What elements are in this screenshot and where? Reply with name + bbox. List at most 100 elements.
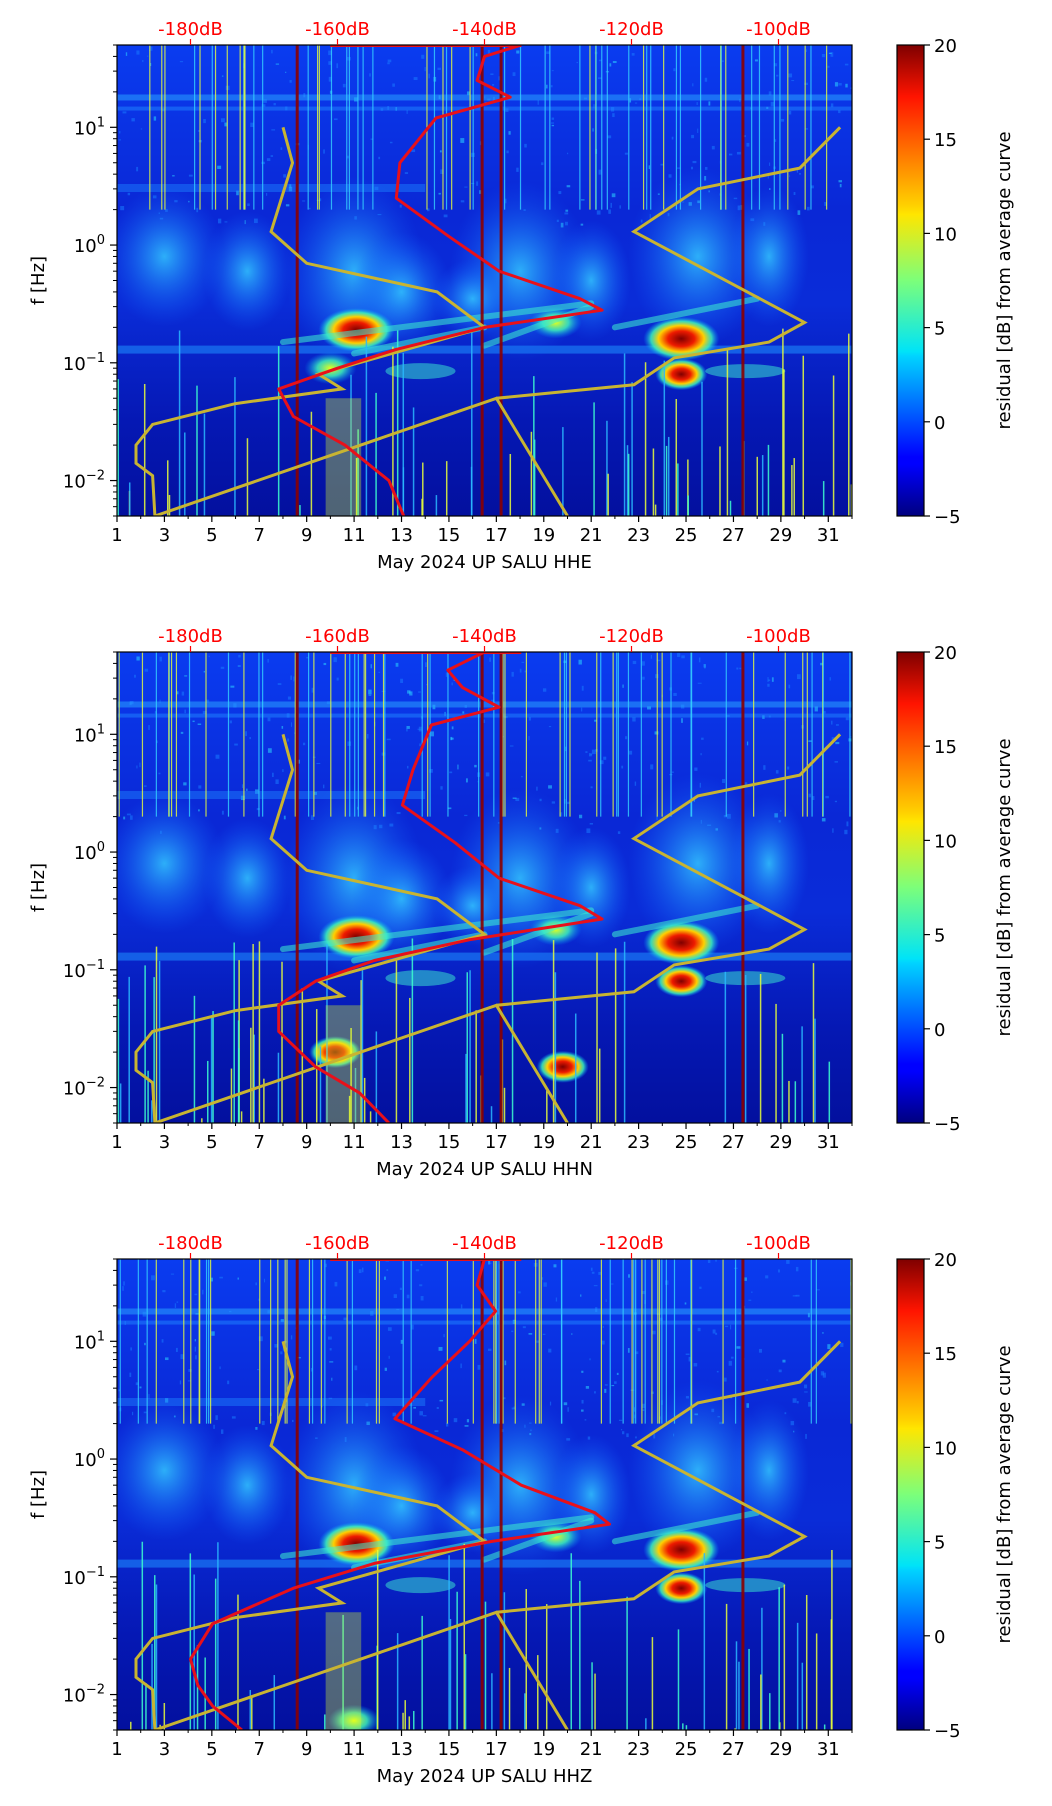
db-tick-label: -100dB [746, 19, 811, 40]
x-tick-label: 11 [343, 1739, 366, 1760]
noise-cell [840, 1342, 844, 1347]
noise-cell [566, 185, 571, 188]
noise-cell [838, 110, 841, 114]
db-tick-label: -160dB [305, 1233, 370, 1254]
noise-cell [511, 671, 514, 677]
hot-spot [304, 352, 357, 385]
x-tick-label: 17 [485, 525, 508, 546]
yellow-percentile-curve [134, 1340, 569, 1730]
noise-cell [202, 1289, 204, 1295]
noise-cell [387, 62, 390, 65]
x-tick-label: 3 [159, 1132, 170, 1153]
noise-cell [528, 717, 531, 721]
noise-cell [580, 1294, 582, 1297]
noise-cell [358, 1269, 362, 1274]
noise-cell [585, 1385, 590, 1389]
red-psd-curve [189, 1259, 611, 1730]
band-0.14hz [117, 1559, 852, 1568]
noise-cell [217, 165, 222, 170]
swell-streak [279, 907, 595, 953]
noise-cell [799, 173, 801, 175]
noise-cell [273, 103, 276, 106]
noise-cell [194, 1346, 197, 1352]
noise-cell [415, 1269, 420, 1272]
noise-cell [275, 779, 279, 785]
noise-cell [323, 662, 327, 666]
noise-cell [287, 738, 290, 742]
noise-cell [604, 1384, 608, 1386]
noise-cell [795, 1266, 799, 1272]
noise-cell [406, 109, 408, 114]
noise-cell [221, 810, 224, 815]
noise-cell [778, 1369, 782, 1373]
noise-cell [820, 1371, 825, 1376]
noise-cell [632, 660, 637, 665]
noise-cell [642, 1409, 645, 1412]
noise-cell [329, 1361, 334, 1363]
noise-cell [451, 682, 453, 686]
noise-cell [210, 1277, 214, 1282]
noise-cell [681, 655, 685, 659]
noise-cell [289, 184, 292, 188]
y-tick-label: 100 [74, 840, 105, 864]
hot-spot [643, 316, 720, 361]
noise-cell [139, 762, 141, 768]
noise-cell [123, 1281, 125, 1286]
x-tick-label: 7 [254, 525, 265, 546]
noise-cell [692, 160, 697, 164]
noise-cell [627, 1348, 630, 1353]
spectrogram-image [117, 1259, 852, 1730]
noise-cell [804, 1391, 808, 1393]
noise-cell [567, 1407, 569, 1412]
noise-cell [511, 1330, 514, 1333]
noise-cell [736, 1346, 741, 1349]
noise-cell [149, 46, 153, 51]
noise-cell [488, 1262, 492, 1264]
y-tick-label: 100 [74, 1447, 105, 1471]
noise-cell [250, 122, 254, 127]
y-tick-label: 10−2 [63, 469, 105, 493]
noise-cell [610, 1283, 614, 1285]
noise-cell [746, 1403, 750, 1408]
noise-cell [589, 1358, 591, 1361]
swell-streak [611, 902, 761, 938]
noise-cell [845, 83, 848, 88]
noise-cell [628, 1274, 630, 1278]
noise-cell [219, 1366, 221, 1370]
noise-cell [328, 76, 332, 82]
noise-cell [280, 147, 283, 150]
noise-cell [270, 155, 274, 157]
noise-cell [246, 788, 248, 791]
colorbar-tick-label: 5 [934, 1533, 945, 1554]
noise-cell [699, 1286, 702, 1289]
noise-cell [693, 1363, 698, 1367]
noise-cell [439, 150, 442, 153]
swell-streak [385, 970, 456, 987]
noise-cell [148, 1394, 150, 1399]
noise-cell [805, 49, 808, 53]
x-tick-label: 13 [390, 525, 413, 546]
swell-streak [279, 300, 595, 346]
noise-cell [439, 1399, 444, 1402]
noise-cell [313, 791, 317, 795]
noise-cell [488, 1259, 491, 1265]
noise-cell [771, 677, 774, 682]
noise-cell [406, 725, 410, 729]
x-tick-label: 9 [301, 1132, 312, 1153]
x-tick-label: 3 [159, 525, 170, 546]
colorbar-tick-label: 0 [934, 413, 945, 434]
band-15hz [117, 106, 852, 111]
noise-cell [605, 1299, 607, 1302]
noise-cell [238, 654, 241, 658]
noise-cell [287, 696, 291, 700]
x-tick-label: 7 [254, 1739, 265, 1760]
noise-cell [175, 1347, 178, 1352]
noise-cell [808, 793, 812, 798]
noise-cell [804, 82, 809, 85]
colorbar-tick-label: 5 [934, 319, 945, 340]
noise-cell [832, 828, 834, 833]
noise-cell [194, 1293, 198, 1296]
noise-cell [247, 203, 250, 207]
colorbar-tick-label: 10 [934, 1438, 957, 1459]
noise-cell [474, 1338, 477, 1344]
